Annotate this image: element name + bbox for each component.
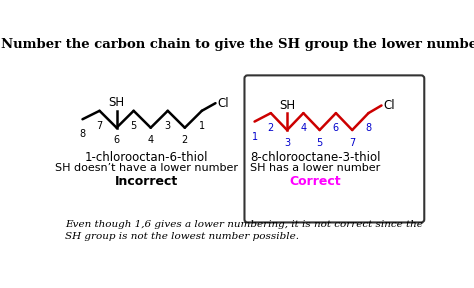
Text: 6: 6 [114,135,119,145]
Text: 8-chlorooctane-3-thiol: 8-chlorooctane-3-thiol [250,151,381,164]
Text: 6: 6 [333,123,339,133]
Text: SH: SH [109,96,125,109]
Text: SH doesn’t have a lower number: SH doesn’t have a lower number [55,163,237,173]
Text: Cl: Cl [217,97,228,110]
Text: 4: 4 [147,135,154,145]
Text: 5: 5 [130,121,137,131]
Text: Incorrect: Incorrect [114,175,178,188]
Text: 1-chlorooctan-6-thiol: 1-chlorooctan-6-thiol [84,151,208,164]
Text: 4: 4 [301,123,306,133]
Text: 1: 1 [199,121,205,131]
Text: SH has a lower number: SH has a lower number [250,163,381,173]
FancyBboxPatch shape [245,75,424,222]
Text: 2: 2 [182,135,188,145]
Text: 2: 2 [268,123,274,133]
Text: 5: 5 [317,138,323,148]
Text: Even though 1,6 gives a lower numbering, it is not correct since the
SH group is: Even though 1,6 gives a lower numbering,… [65,220,423,241]
Text: Cl: Cl [383,99,395,112]
Text: 3: 3 [284,138,290,148]
Text: 7: 7 [349,138,356,148]
Text: 1: 1 [252,132,257,142]
Text: SH: SH [279,98,295,111]
Text: 7: 7 [96,121,103,131]
Text: 8: 8 [365,123,372,133]
Text: Correct: Correct [290,175,341,188]
Text: 8: 8 [80,129,86,139]
Text: 3: 3 [164,121,171,131]
Text: Number the carbon chain to give the SH group the lower number: Number the carbon chain to give the SH g… [1,38,474,51]
